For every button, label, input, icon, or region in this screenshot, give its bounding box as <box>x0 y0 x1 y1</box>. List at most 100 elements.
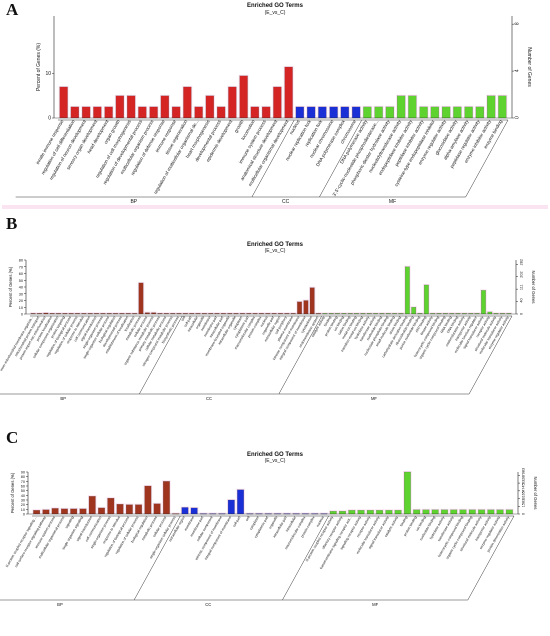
bar-highlight <box>68 312 75 314</box>
group-label: CC <box>205 602 211 607</box>
category-label: nucleus <box>316 515 325 527</box>
bar-highlight <box>310 512 319 515</box>
group-bracket <box>278 315 513 395</box>
bar <box>116 504 124 515</box>
bar <box>357 510 365 515</box>
bar <box>61 508 68 515</box>
bar-highlight <box>347 312 354 314</box>
bar <box>496 509 504 515</box>
bar <box>453 106 462 119</box>
bar <box>424 284 429 315</box>
y2-tick-label: 8 <box>515 22 521 25</box>
chart-subtitle: (E_vs_C) <box>265 248 286 254</box>
category-label: cytoplasm <box>249 515 260 530</box>
bar <box>498 95 507 119</box>
bar <box>404 471 411 515</box>
y-tick-label: 10 <box>45 71 51 77</box>
bar-highlight <box>291 512 301 515</box>
bar <box>70 106 79 119</box>
bar <box>107 498 115 515</box>
y2-tick-label: 1583 <box>522 499 526 507</box>
bar <box>303 300 309 315</box>
group-label: CC <box>282 199 290 205</box>
y-tick-label: 0 <box>21 313 23 317</box>
bar-highlight <box>99 312 107 314</box>
bar-highlight <box>499 312 506 314</box>
bar <box>297 301 302 315</box>
bar-highlight <box>264 512 273 515</box>
bar <box>181 507 189 515</box>
bar <box>431 509 439 515</box>
bar-highlight <box>182 312 189 314</box>
group-label: BP <box>60 396 66 401</box>
bar <box>190 507 198 515</box>
bar-highlight <box>340 312 348 314</box>
bar <box>329 106 338 119</box>
bar-highlight <box>372 312 379 314</box>
bar <box>478 509 485 515</box>
bar-highlight <box>201 312 208 314</box>
bar <box>318 106 327 119</box>
bar <box>475 106 484 119</box>
y-tick-label: 60 <box>19 272 23 276</box>
bar <box>481 290 486 315</box>
bar-highlight <box>118 312 126 314</box>
bar-highlight <box>188 312 195 314</box>
panel-a: A Enriched GO Terms (E_vs_C) 0 10 Percent of… <box>0 0 550 212</box>
bar-highlight <box>36 312 43 314</box>
bar-highlight <box>391 312 398 314</box>
bar-highlight <box>461 312 468 314</box>
bar <box>172 106 181 119</box>
bar-highlight <box>61 312 69 314</box>
category-label: growth <box>233 119 244 134</box>
bar <box>408 95 417 119</box>
bar <box>487 311 493 315</box>
bar-highlight <box>385 312 392 314</box>
bar-highlight <box>505 312 513 314</box>
bar <box>340 106 349 119</box>
bar <box>430 106 439 119</box>
y-tick-label: 90 <box>21 471 25 475</box>
bar-highlight <box>282 512 292 515</box>
category-label: membrane <box>200 315 212 331</box>
bar <box>397 95 406 119</box>
bar <box>385 106 394 119</box>
y-tick-label: 80 <box>19 259 23 263</box>
bar <box>98 507 105 515</box>
bar-highlight <box>467 312 474 314</box>
panel-letter: C <box>6 428 19 447</box>
category-label: ion binding <box>333 315 345 331</box>
bar-highlight <box>328 312 335 314</box>
bar <box>163 481 170 515</box>
bar-highlight <box>226 312 233 314</box>
group-bracket <box>282 515 515 601</box>
go-chart-b: Enriched GO Terms(E_vs_C) 0 10 20 30 40 50 60 70… <box>0 242 536 401</box>
bar <box>144 485 152 515</box>
y-tick-label: 0 <box>23 513 25 517</box>
y-tick-label: 20 <box>19 299 23 303</box>
bar <box>262 106 271 119</box>
y2-axis-label: Number of Genes <box>533 476 538 509</box>
bar-highlight <box>359 312 367 314</box>
bar <box>422 509 430 515</box>
group-bracket <box>139 315 323 395</box>
group-label: MF <box>371 396 377 401</box>
bar-highlight <box>232 312 240 314</box>
bar <box>309 287 315 315</box>
category-label: binding <box>399 515 408 527</box>
bar-highlight <box>93 312 100 314</box>
bar-highlight <box>171 512 180 515</box>
y-tick-label: 60 <box>21 485 25 489</box>
bar <box>149 106 158 119</box>
bar-highlight <box>208 512 217 515</box>
bar <box>363 106 372 119</box>
bar <box>217 106 226 119</box>
y2-tick-label: 40 <box>520 298 524 302</box>
group-bracket <box>319 119 509 198</box>
bar-highlight <box>217 512 227 515</box>
bar-highlight <box>163 312 170 314</box>
bar <box>348 510 356 515</box>
bar-highlight <box>315 312 322 314</box>
bar <box>413 509 421 515</box>
